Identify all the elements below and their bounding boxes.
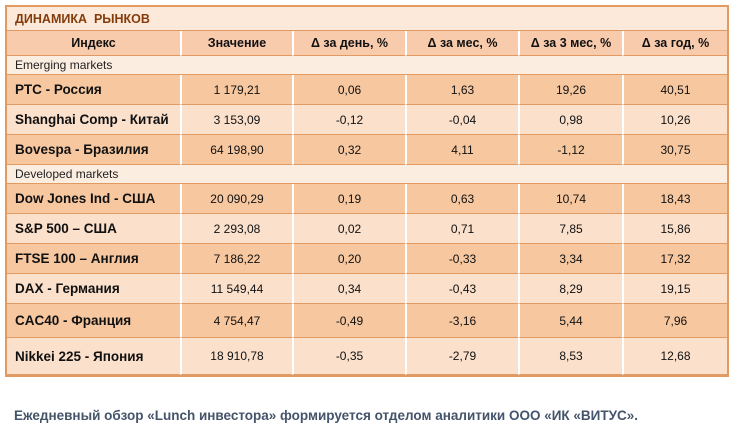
value-cell: 7 186,22 — [180, 244, 292, 274]
year-change-cell: 18,43 — [622, 184, 727, 214]
year-change-cell: 7,96 — [622, 304, 727, 338]
column-header-3: Δ за мес, % — [405, 31, 518, 56]
table-row: Bovespa - Бразилия 64 198,90 0,32 4,11 -1,12… — [7, 135, 727, 165]
section-label: Emerging markets — [7, 56, 727, 75]
three-month-change-cell: 5,44 — [518, 304, 622, 338]
month-change-cell: 0,63 — [405, 184, 518, 214]
market-dynamics-table: ДИНАМИКА РЫНКОВ Индекс Значение Δ за день,… — [5, 5, 729, 377]
index-name: Bovespa - Бразилия — [7, 135, 180, 165]
year-change-cell: 15,86 — [622, 214, 727, 244]
table-row: DAX - Германия 11 549,44 0,34 -0,43 8,29 19,1… — [7, 274, 727, 304]
three-month-change-cell: 7,85 — [518, 214, 622, 244]
index-name: Shanghai Comp - Китай — [7, 105, 180, 135]
month-change-cell: 1,63 — [405, 75, 518, 105]
three-month-change-cell: 19,26 — [518, 75, 622, 105]
day-change-cell: 0,19 — [292, 184, 405, 214]
month-change-cell: -0,43 — [405, 274, 518, 304]
year-change-cell: 30,75 — [622, 135, 727, 165]
value-cell: 2 293,08 — [180, 214, 292, 244]
table-row: РТС - Россия 1 179,21 0,06 1,63 19,26 40,51 — [7, 75, 727, 105]
day-change-cell: 0,32 — [292, 135, 405, 165]
value-cell: 4 754,47 — [180, 304, 292, 338]
month-change-cell: -3,16 — [405, 304, 518, 338]
table-row: Nikkei 225 - Япония 18 910,78 -0,35 -2,79 8,… — [7, 338, 727, 375]
table-row: CAC40 - Франция 4 754,47 -0,49 -3,16 5,44 7,9… — [7, 304, 727, 338]
column-header-2: Δ за день, % — [292, 31, 405, 56]
index-name: Dow Jones Ind - США — [7, 184, 180, 214]
three-month-change-cell: -1,12 — [518, 135, 622, 165]
column-header-0: Индекс — [7, 31, 180, 56]
index-name: DAX - Германия — [7, 274, 180, 304]
day-change-cell: 0,06 — [292, 75, 405, 105]
table-row: S&P 500 – США 2 293,08 0,02 0,71 7,85 15,86 — [7, 214, 727, 244]
column-header-5: Δ за год, % — [622, 31, 727, 56]
three-month-change-cell: 8,53 — [518, 338, 622, 375]
day-change-cell: 0,34 — [292, 274, 405, 304]
index-name: CAC40 - Франция — [7, 304, 180, 338]
index-name: Nikkei 225 - Япония — [7, 338, 180, 375]
year-change-cell: 10,26 — [622, 105, 727, 135]
year-change-cell: 17,32 — [622, 244, 727, 274]
footer-note: Ежедневный обзор «Lunch инвестора» форми… — [14, 408, 639, 423]
month-change-cell: -0,33 — [405, 244, 518, 274]
day-change-cell: -0,12 — [292, 105, 405, 135]
day-change-cell: -0,49 — [292, 304, 405, 338]
table-row: FTSE 100 – Англия 7 186,22 0,20 -0,33 3,34 17… — [7, 244, 727, 274]
month-change-cell: -0,04 — [405, 105, 518, 135]
section-header-row: Emerging markets — [7, 56, 727, 75]
three-month-change-cell: 8,29 — [518, 274, 622, 304]
value-cell: 11 549,44 — [180, 274, 292, 304]
table-title: ДИНАМИКА РЫНКОВ — [7, 7, 727, 31]
three-month-change-cell: 10,74 — [518, 184, 622, 214]
table-row: Shanghai Comp - Китай 3 153,09 -0,12 -0,04 0… — [7, 105, 727, 135]
column-header-row: Индекс Значение Δ за день, % Δ за мес, % Δ з… — [7, 31, 727, 56]
three-month-change-cell: 3,34 — [518, 244, 622, 274]
column-header-4: Δ за 3 мес, % — [518, 31, 622, 56]
day-change-cell: 0,20 — [292, 244, 405, 274]
year-change-cell: 19,15 — [622, 274, 727, 304]
month-change-cell: 0,71 — [405, 214, 518, 244]
index-name: S&P 500 – США — [7, 214, 180, 244]
value-cell: 20 090,29 — [180, 184, 292, 214]
column-header-1: Значение — [180, 31, 292, 56]
value-cell: 3 153,09 — [180, 105, 292, 135]
three-month-change-cell: 0,98 — [518, 105, 622, 135]
value-cell: 18 910,78 — [180, 338, 292, 375]
value-cell: 1 179,21 — [180, 75, 292, 105]
month-change-cell: -2,79 — [405, 338, 518, 375]
value-cell: 64 198,90 — [180, 135, 292, 165]
year-change-cell: 12,68 — [622, 338, 727, 375]
year-change-cell: 40,51 — [622, 75, 727, 105]
index-name: РТС - Россия — [7, 75, 180, 105]
month-change-cell: 4,11 — [405, 135, 518, 165]
day-change-cell: 0,02 — [292, 214, 405, 244]
index-name: FTSE 100 – Англия — [7, 244, 180, 274]
section-label: Developed markets — [7, 165, 727, 184]
table-row: Dow Jones Ind - США 20 090,29 0,19 0,63 10,7… — [7, 184, 727, 214]
table-title-row: ДИНАМИКА РЫНКОВ — [7, 7, 727, 31]
day-change-cell: -0,35 — [292, 338, 405, 375]
section-header-row: Developed markets — [7, 165, 727, 184]
